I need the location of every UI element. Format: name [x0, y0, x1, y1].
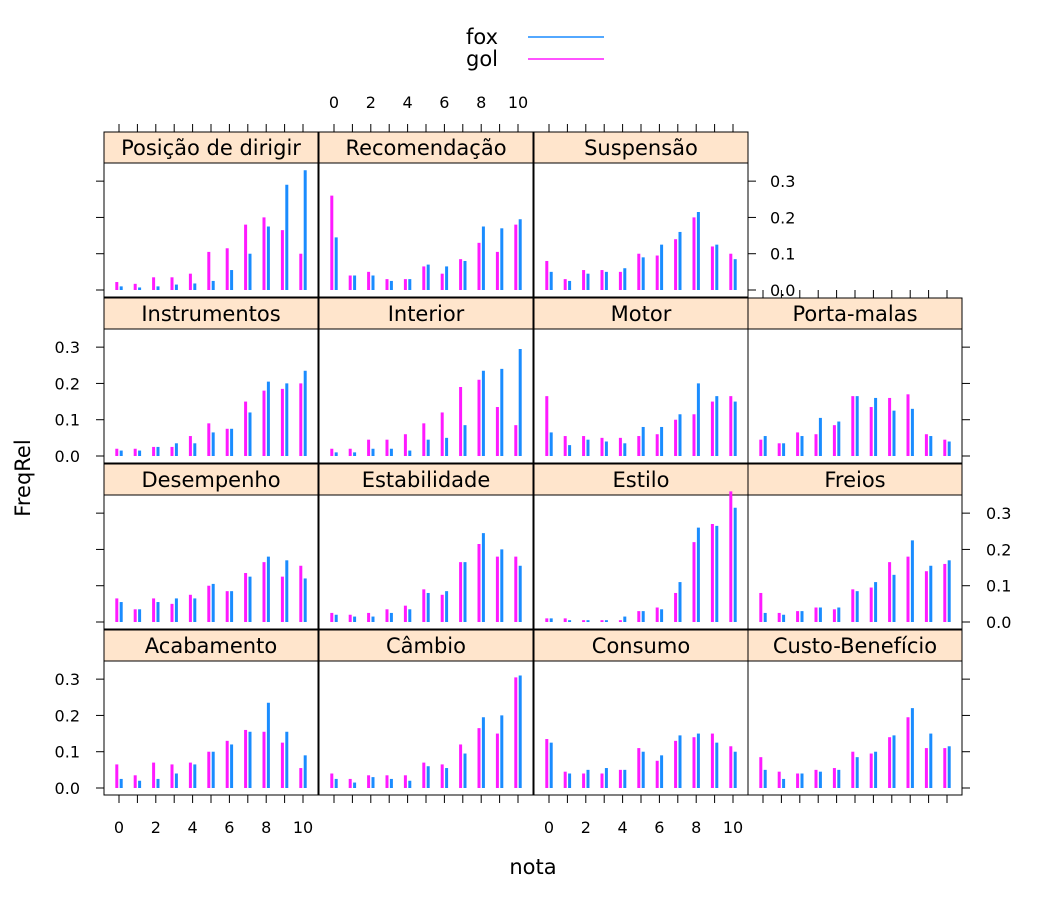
strip-label-acabamento: Acabamento	[145, 634, 277, 658]
panel-suspensao: Suspensão	[533, 131, 749, 298]
panel-interior: Interior	[318, 297, 534, 464]
x-tick-label-bottom-0-0: 0	[114, 818, 124, 837]
panel-frame-recomendacao	[318, 162, 534, 298]
x-tick-label-bottom-2-0: 0	[544, 818, 554, 837]
strip-cambio	[318, 629, 534, 662]
y-tick-label-left-1-1: 0.1	[55, 411, 80, 430]
panel-motor: Motor	[533, 297, 749, 464]
legend-label-fox: fox	[466, 25, 498, 49]
x-tick-label-bottom-2-2: 2	[581, 818, 591, 837]
strip-label-interior: Interior	[388, 302, 465, 326]
x-tick-label-top-1-4: 4	[403, 93, 413, 112]
y-tick-label-right-0-2: 0.2	[770, 208, 795, 227]
panel-frame-suspensao	[533, 162, 749, 298]
panel-recomendacao: Recomendação	[318, 131, 534, 298]
strip-interior	[318, 297, 534, 330]
panel-frame-estabilidade	[318, 494, 534, 630]
strip-label-recomendacao: Recomendação	[345, 136, 506, 160]
panels: Posição de dirigir Recomendação Suspensão I…	[103, 131, 963, 796]
strip-label-instrumentos: Instrumentos	[141, 302, 280, 326]
y-axis-label: FreqRel	[11, 439, 35, 516]
strip-instrumentos	[103, 297, 319, 330]
x-tick-label-bottom-2-4: 4	[618, 818, 628, 837]
strip-label-porta-malas: Porta-malas	[792, 302, 917, 326]
panel-estilo: Estilo	[533, 463, 749, 630]
strip-label-custo-beneficio: Custo-Benefício	[773, 634, 937, 658]
x-tick-label-top-1-8: 8	[476, 93, 486, 112]
x-tick-label-top-1-10: 10	[508, 93, 528, 112]
panel-estabilidade: Estabilidade	[318, 463, 534, 630]
strip-posicao-de-dirigir	[103, 131, 319, 164]
x-tick-label-bottom-2-6: 6	[654, 818, 664, 837]
strip-estabilidade	[318, 463, 534, 496]
strip-label-cambio: Câmbio	[386, 634, 466, 658]
x-tick-label-bottom-2-8: 8	[691, 818, 701, 837]
strip-porta-malas	[747, 297, 963, 330]
panel-frame-posicao-de-dirigir	[103, 162, 319, 298]
strip-custo-beneficio	[747, 629, 963, 662]
panel-consumo: Consumo	[533, 629, 749, 796]
x-tick-label-top-1-0: 0	[329, 93, 339, 112]
y-tick-label-right-2-3: 0.3	[986, 504, 1011, 523]
x-axis-label: nota	[509, 855, 556, 879]
strip-label-consumo: Consumo	[592, 634, 690, 658]
y-tick-label-left-3-2: 0.2	[55, 706, 80, 725]
panel-instrumentos: Instrumentos	[103, 297, 319, 464]
y-tick-label-right-2-2: 0.2	[986, 540, 1011, 559]
panel-cambio: Câmbio	[318, 629, 534, 796]
strip-label-desempenho: Desempenho	[141, 468, 280, 492]
x-tick-label-top-1-2: 2	[366, 93, 376, 112]
panel-porta-malas: Porta-malas	[747, 297, 963, 464]
panel-posicao-de-dirigir: Posição de dirigir	[103, 131, 319, 298]
y-tick-label-right-0-0: 0.0	[770, 281, 795, 300]
y-tick-label-left-1-3: 0.3	[55, 338, 80, 357]
y-tick-label-right-2-1: 0.1	[986, 577, 1011, 596]
panel-acabamento: Acabamento	[103, 629, 319, 796]
y-tick-label-right-0-3: 0.3	[770, 172, 795, 191]
strip-label-posicao-de-dirigir: Posição de dirigir	[121, 136, 301, 160]
panel-frame-porta-malas	[747, 328, 963, 464]
strip-freios	[747, 463, 963, 496]
strip-motor	[533, 297, 749, 330]
strip-estilo	[533, 463, 749, 496]
y-tick-label-left-3-0: 0.0	[55, 779, 80, 798]
strip-label-estilo: Estilo	[613, 468, 670, 492]
x-tick-label-bottom-0-8: 8	[261, 818, 271, 837]
strip-label-suspensao: Suspensão	[584, 136, 698, 160]
x-tick-label-bottom-2-10: 10	[723, 818, 743, 837]
panel-freios: Freios	[747, 463, 963, 630]
x-tick-label-bottom-0-2: 2	[151, 818, 161, 837]
x-tick-label-bottom-0-4: 4	[188, 818, 198, 837]
panel-frame-interior	[318, 328, 534, 464]
panel-frame-freios	[747, 494, 963, 630]
panel-custo-beneficio: Custo-Benefício	[747, 629, 963, 796]
strip-suspensao	[533, 131, 749, 164]
y-tick-label-left-1-2: 0.2	[55, 374, 80, 393]
panel-frame-desempenho	[103, 494, 319, 630]
y-tick-label-right-0-1: 0.1	[770, 245, 795, 264]
y-tick-label-left-3-1: 0.1	[55, 743, 80, 762]
x-tick-label-top-1-6: 6	[439, 93, 449, 112]
legend-label-gol: gol	[466, 47, 498, 71]
x-tick-label-bottom-0-10: 10	[293, 818, 313, 837]
strip-label-freios: Freios	[824, 468, 885, 492]
strip-label-motor: Motor	[611, 302, 672, 326]
x-tick-label-bottom-0-6: 6	[224, 818, 234, 837]
panel-frame-instrumentos	[103, 328, 319, 464]
y-tick-label-right-2-0: 0.0	[986, 613, 1011, 632]
y-tick-label-left-3-3: 0.3	[55, 670, 80, 689]
strip-desempenho	[103, 463, 319, 496]
strip-label-estabilidade: Estabilidade	[362, 468, 491, 492]
y-tick-label-left-1-0: 0.0	[55, 447, 80, 466]
axes: 0 0 0 2 2 2 4 4 4 6 6 6 8 8 8 10 10 10 0.0 0.0 0.0 0.0 0.1 0.1 0…	[55, 93, 1012, 837]
panel-desempenho: Desempenho	[103, 463, 319, 630]
